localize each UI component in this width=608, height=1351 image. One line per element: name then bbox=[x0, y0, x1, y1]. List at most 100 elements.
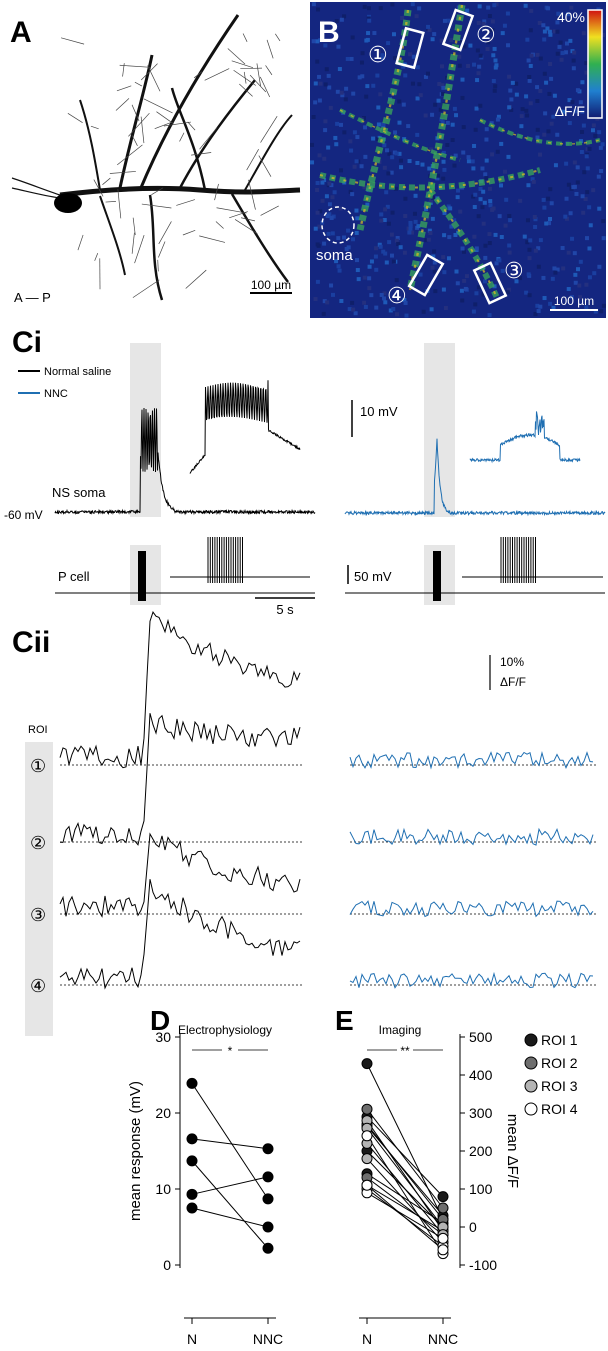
pixel bbox=[484, 127, 489, 132]
pixel bbox=[452, 218, 457, 223]
pixel bbox=[508, 88, 513, 93]
pixel bbox=[584, 282, 589, 287]
pixel bbox=[364, 38, 369, 43]
data-point bbox=[262, 1221, 274, 1233]
pixel bbox=[538, 152, 543, 157]
data-point bbox=[186, 1133, 198, 1145]
pixel bbox=[485, 47, 490, 52]
pixel bbox=[542, 132, 547, 137]
pixel bbox=[541, 23, 546, 28]
pixel bbox=[572, 160, 577, 165]
pixel bbox=[543, 111, 548, 116]
stim-pulse bbox=[433, 551, 441, 601]
pixel bbox=[377, 242, 382, 247]
neurite bbox=[134, 81, 143, 87]
pixel bbox=[369, 259, 374, 264]
neurite bbox=[163, 121, 191, 127]
pixel bbox=[548, 301, 553, 306]
pixel bbox=[560, 51, 565, 56]
pixel bbox=[525, 240, 530, 245]
pixel bbox=[476, 20, 481, 25]
pair-line bbox=[366, 1125, 444, 1216]
pixel bbox=[506, 287, 511, 292]
neurite bbox=[185, 269, 207, 289]
pixel bbox=[430, 112, 435, 117]
pixel bbox=[452, 106, 457, 111]
pixel bbox=[555, 20, 560, 25]
pixel bbox=[492, 3, 497, 8]
pixel bbox=[380, 53, 385, 58]
pixel bbox=[580, 130, 585, 135]
pixel bbox=[403, 213, 408, 218]
pixel bbox=[526, 58, 531, 63]
pixel bbox=[525, 218, 530, 223]
pixel bbox=[472, 205, 477, 210]
significance: ** bbox=[400, 1044, 410, 1058]
pixel bbox=[571, 58, 576, 63]
pixel bbox=[578, 100, 583, 105]
pixel bbox=[465, 8, 470, 13]
pixel bbox=[491, 206, 496, 211]
pixel bbox=[456, 188, 461, 193]
pixel bbox=[389, 232, 394, 237]
pixel bbox=[441, 91, 446, 96]
neurite bbox=[117, 189, 122, 219]
pixel bbox=[472, 234, 477, 239]
pixel bbox=[482, 279, 487, 284]
pixel bbox=[553, 163, 558, 168]
pixel bbox=[438, 107, 443, 112]
pixel bbox=[387, 151, 392, 156]
pixel bbox=[481, 21, 486, 26]
pixel bbox=[505, 290, 510, 295]
pixel bbox=[391, 32, 396, 37]
pixel bbox=[488, 199, 493, 204]
pixel bbox=[427, 166, 432, 171]
pixel bbox=[457, 54, 462, 59]
pixel bbox=[388, 308, 393, 313]
pixel bbox=[414, 14, 419, 19]
data-point bbox=[361, 1179, 373, 1191]
pixel bbox=[569, 5, 574, 10]
pixel bbox=[471, 309, 476, 314]
pixel bbox=[430, 216, 435, 221]
pixel bbox=[310, 160, 315, 165]
neurite bbox=[242, 33, 248, 42]
pixel bbox=[413, 193, 418, 198]
pixel bbox=[523, 3, 528, 8]
pixel bbox=[432, 32, 437, 37]
roi-number: ③ bbox=[504, 259, 524, 284]
pixel bbox=[409, 230, 414, 235]
pixel bbox=[439, 117, 444, 122]
pixel bbox=[342, 130, 347, 135]
pixel bbox=[601, 303, 606, 308]
trace-label: P cell bbox=[58, 569, 90, 584]
pixel bbox=[464, 274, 469, 279]
pixel bbox=[453, 153, 458, 158]
pixel bbox=[584, 61, 589, 66]
pixel bbox=[317, 153, 322, 158]
neurite bbox=[214, 183, 219, 201]
pixel bbox=[553, 270, 558, 275]
pixel bbox=[392, 56, 397, 61]
pixel bbox=[433, 102, 438, 107]
pixel bbox=[334, 142, 339, 147]
data-point bbox=[361, 1153, 373, 1165]
pixel bbox=[584, 70, 589, 75]
pixel bbox=[566, 287, 571, 292]
neurite bbox=[132, 279, 160, 298]
pixel bbox=[415, 96, 420, 101]
pair-line bbox=[366, 1124, 444, 1220]
pixel bbox=[410, 2, 415, 7]
pixel bbox=[535, 99, 540, 104]
neurite bbox=[182, 230, 196, 236]
neurite bbox=[216, 207, 247, 214]
ephys-traces bbox=[54, 380, 606, 601]
pixel bbox=[481, 189, 486, 194]
pixel bbox=[408, 220, 413, 225]
neurite bbox=[90, 125, 99, 130]
pixel bbox=[587, 205, 592, 210]
pixel bbox=[478, 187, 483, 192]
pixel bbox=[379, 292, 384, 297]
neurite bbox=[11, 187, 61, 199]
pixel bbox=[399, 165, 404, 170]
